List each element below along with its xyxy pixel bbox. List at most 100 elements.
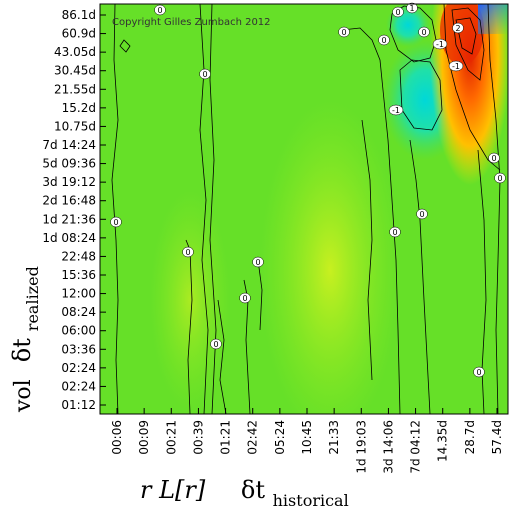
contour-line [477, 149, 487, 414]
contour-label-text: 0 [185, 248, 190, 257]
contour-label: 0 [488, 152, 500, 164]
contour-label-background [388, 104, 404, 116]
contour-label: 0 [338, 26, 350, 38]
y-tick-label: 15.2d [62, 101, 96, 115]
x-axis: 00:06 00:09 00:21 00:39 01:21 02:42 05:24 10:45… [110, 408, 504, 474]
x-tick-label: 3d 14:06 [381, 420, 395, 474]
contour-label-text: 0 [491, 154, 496, 163]
y-tick-label: 02:24 [61, 361, 96, 375]
svg-text:r L[r] δt historic: r L[r] δt historical [140, 476, 349, 510]
contour-label: 0 [416, 208, 428, 220]
y-tick-label: 12:00 [61, 287, 96, 301]
contour-label: 0 [252, 256, 264, 268]
contour-label-text: -1 [452, 62, 460, 71]
plot-frame [99, 3, 509, 415]
contour-label: 0 [494, 172, 506, 184]
contour-label: 0 [389, 226, 401, 238]
y-tick-label: 15:36 [61, 268, 96, 282]
x-tick-label: 57.4d [490, 420, 504, 454]
contour-label-text: 1 [409, 4, 414, 13]
contour-line [361, 119, 373, 381]
contour-label-text: 2 [455, 24, 460, 33]
contour-label-background [110, 216, 122, 228]
x-tick-label: 00:39 [191, 420, 205, 455]
y-axis: 86.1d 60.9d 43.05d 30.45d 21.55d 15.2d 10.75d 7… [42, 8, 106, 412]
svg-text:vol δt realized: vol δt realized [8, 266, 42, 413]
contour-line [217, 299, 227, 414]
contour-label-background [239, 292, 251, 304]
contour-label-text: 0 [242, 294, 247, 303]
contour-label: -1 [388, 104, 404, 116]
contour-label-text: 0 [157, 6, 162, 15]
contour-label-background [389, 226, 401, 238]
contour-label: 0 [110, 216, 122, 228]
x-tick-label: 00:09 [137, 420, 151, 455]
contour-label: -1 [448, 60, 464, 72]
contour-label: 0 [182, 246, 194, 258]
contour-label-background [182, 246, 194, 258]
contour-label-text: 0 [419, 210, 424, 219]
y-axis-label-subscript: realized [23, 266, 42, 331]
contour-label-background [252, 256, 264, 268]
x-tick-label: 14.35d [436, 420, 450, 462]
x-tick-label: 7d 04:12 [409, 420, 423, 474]
heatmap-region-yellow [260, 100, 400, 414]
y-tick-label: 60.9d [62, 27, 96, 41]
contour-label-background [452, 22, 464, 34]
y-tick-label: 43.05d [54, 45, 96, 59]
y-tick-label: 02:24 [61, 379, 96, 393]
copyright-text: Copyright Gilles Zumbach 2012 [112, 17, 271, 28]
contour-label-background [406, 2, 418, 14]
contour-label: 2 [452, 22, 464, 34]
contour-label-background [418, 26, 430, 38]
contour-label: 0 [239, 292, 251, 304]
contour-label-background [473, 366, 485, 378]
contour-label: -1 [432, 38, 448, 50]
y-tick-label: 1d 21:36 [42, 212, 96, 226]
contour-label-text: 0 [255, 258, 260, 267]
y-tick-label: 22:48 [61, 249, 96, 263]
y-tick-label: 01:12 [61, 398, 96, 412]
contour-label: 0 [154, 4, 166, 16]
y-tick-label: 5d 09:36 [42, 157, 96, 171]
contour-line [119, 39, 131, 53]
y-tick-label: 06:00 [61, 324, 96, 338]
y-tick-label: 21.55d [54, 82, 96, 96]
x-tick-label: 28.7d [463, 420, 477, 454]
contour-line [243, 279, 251, 414]
contour-label-text: 0 [113, 218, 118, 227]
contour-line [257, 259, 263, 331]
x-axis-label-subscript: historical [273, 491, 349, 510]
y-tick-label: 1d 08:24 [42, 231, 96, 245]
x-tick-label: 00:21 [164, 420, 178, 455]
contour-label-text: 0 [476, 368, 481, 377]
contour-label: 0 [210, 338, 222, 350]
x-tick-label: 00:06 [110, 420, 124, 455]
contour-label-background [210, 338, 222, 350]
contour-line [111, 4, 119, 414]
contour-labels: 0 0 0 0 0 0 0 0 0 0 0 0 0 0 0 0 -1 -1 -1 1 2 [110, 2, 506, 378]
heatmap-region-blue [478, 4, 508, 34]
y-tick-label: 08:24 [61, 305, 96, 319]
contour-label-background [494, 172, 506, 184]
contour-label-background [338, 26, 350, 38]
x-axis-title: r L[r] δt historical [140, 476, 349, 510]
contour-label: 0 [378, 34, 390, 46]
contour-label-text: -1 [392, 106, 400, 115]
y-tick-label: 3d 19:12 [42, 175, 96, 189]
contour-label-text: 0 [341, 28, 346, 37]
contour-label-background [416, 208, 428, 220]
contour-label-background [488, 152, 500, 164]
contour-line [341, 27, 401, 414]
contour-label-text: 0 [392, 228, 397, 237]
contour-label: 0 [392, 6, 404, 18]
contour-label-text: 0 [421, 28, 426, 37]
contour-label-background [154, 4, 166, 16]
contour-label: 0 [473, 366, 485, 378]
y-tick-label: 10.75d [54, 119, 96, 133]
contour-label-text: 0 [202, 70, 207, 79]
contour-label: 1 [406, 2, 418, 14]
contour-label: 0 [199, 68, 211, 80]
x-tick-label: 10:45 [300, 420, 314, 455]
